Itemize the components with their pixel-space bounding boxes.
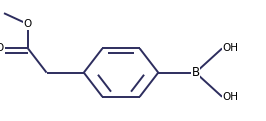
Text: OH: OH [222,92,238,102]
Text: B: B [192,66,200,79]
Text: OH: OH [222,43,238,53]
Text: O: O [24,19,32,29]
Text: O: O [0,43,4,53]
